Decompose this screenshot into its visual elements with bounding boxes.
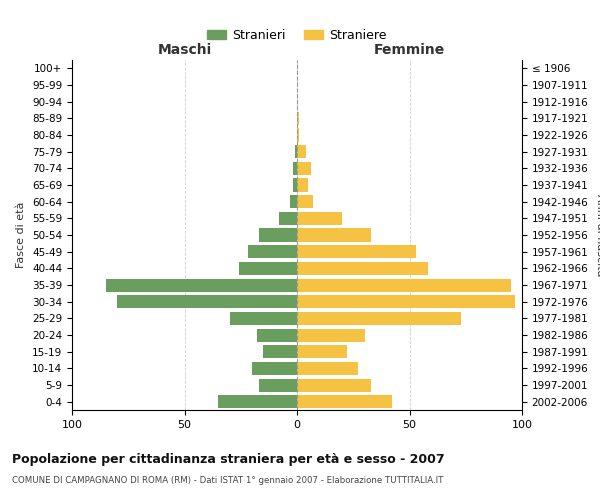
Bar — [297, 262, 427, 275]
Legend: Stranieri, Straniere: Stranieri, Straniere — [202, 24, 392, 47]
Bar — [229, 312, 297, 325]
Bar — [106, 278, 297, 291]
Bar — [297, 128, 299, 141]
Bar — [239, 262, 297, 275]
Bar — [297, 395, 392, 408]
Bar — [297, 212, 342, 225]
Bar — [252, 362, 297, 375]
Bar — [257, 328, 297, 342]
Bar — [297, 178, 308, 192]
Bar — [293, 178, 297, 192]
Bar — [297, 345, 347, 358]
Bar — [297, 195, 313, 208]
Bar — [248, 245, 297, 258]
Bar — [218, 395, 297, 408]
Bar — [263, 345, 297, 358]
Bar — [259, 228, 297, 241]
Bar — [297, 278, 511, 291]
Bar — [297, 245, 416, 258]
Bar — [297, 312, 461, 325]
Y-axis label: Fasce di età: Fasce di età — [16, 202, 26, 268]
Text: Femmine: Femmine — [374, 42, 445, 56]
Bar — [297, 145, 306, 158]
Bar — [293, 162, 297, 175]
Bar — [279, 212, 297, 225]
Bar — [297, 378, 371, 392]
Bar — [117, 295, 297, 308]
Bar — [297, 112, 299, 125]
Bar — [297, 228, 371, 241]
Bar — [295, 145, 297, 158]
Bar — [297, 328, 365, 342]
Bar — [297, 295, 515, 308]
Text: Popolazione per cittadinanza straniera per età e sesso - 2007: Popolazione per cittadinanza straniera p… — [12, 452, 445, 466]
Text: COMUNE DI CAMPAGNANO DI ROMA (RM) - Dati ISTAT 1° gennaio 2007 - Elaborazione TU: COMUNE DI CAMPAGNANO DI ROMA (RM) - Dati… — [12, 476, 443, 485]
Y-axis label: Anni di nascita: Anni di nascita — [595, 194, 600, 276]
Text: Maschi: Maschi — [157, 42, 212, 56]
Bar — [297, 362, 358, 375]
Bar — [259, 378, 297, 392]
Bar — [290, 195, 297, 208]
Bar — [297, 162, 311, 175]
